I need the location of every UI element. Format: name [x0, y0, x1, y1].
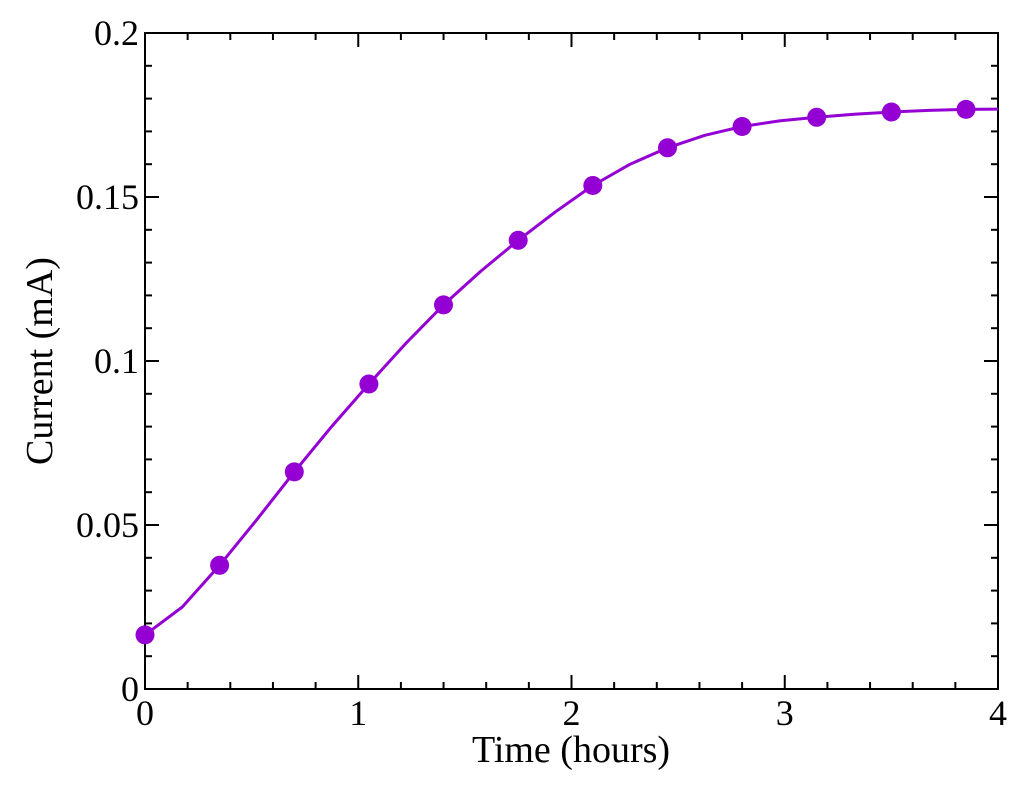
x-tick-label: 3 — [776, 693, 794, 733]
data-point — [732, 117, 752, 136]
data-point — [434, 295, 453, 315]
x-tick-label: 2 — [563, 693, 581, 733]
data-point — [135, 625, 155, 645]
x-tick-label: 1 — [349, 693, 367, 733]
y-tick-label: 0.2 — [94, 13, 139, 53]
data-point — [284, 462, 304, 482]
axis-ticks — [144, 32, 999, 690]
x-tick-label: 4 — [989, 693, 1007, 733]
data-point — [807, 107, 827, 127]
y-axis-label: Current (mA) — [19, 257, 61, 465]
plot-frame — [144, 32, 999, 690]
fit-line — [144, 107, 999, 637]
tick-labels: 0 1 2 3 4 0 0.05 0.1 0.15 0.2 — [76, 13, 1007, 733]
data-point — [210, 555, 230, 575]
data-point — [508, 230, 528, 250]
data-point — [658, 138, 677, 158]
data-point — [956, 99, 976, 119]
x-axis-label: Time (hours) — [472, 729, 670, 771]
y-tick-label: 0.05 — [76, 505, 139, 545]
x-tick-label: 0 — [136, 693, 154, 733]
data-point — [881, 102, 901, 122]
y-tick-label: 0.15 — [76, 177, 139, 217]
y-tick-label: 0.1 — [94, 341, 139, 381]
data-point — [583, 176, 603, 195]
data-point — [359, 374, 379, 394]
y-tick-label: 0 — [121, 669, 139, 709]
data-series — [135, 99, 999, 645]
